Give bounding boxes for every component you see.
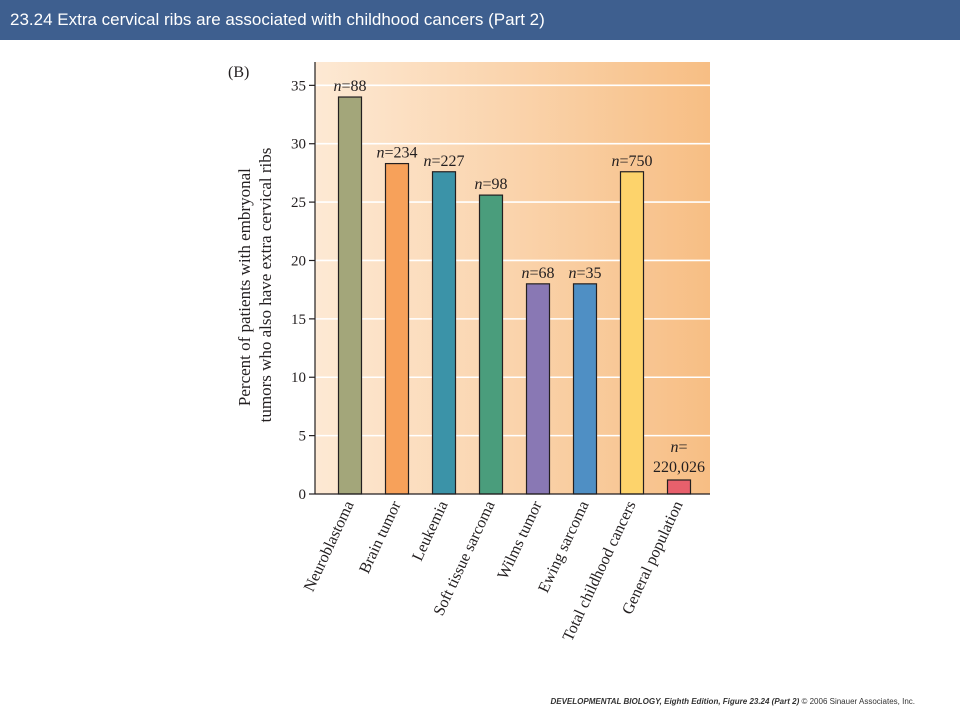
n-label: n=35 xyxy=(568,265,601,282)
category-label: Brain tumor xyxy=(356,498,405,576)
copyright: © 2006 Sinauer Associates, Inc. xyxy=(801,697,915,706)
bar xyxy=(431,171,457,495)
y-tick-label: 30 xyxy=(291,137,306,153)
n-value: =750 xyxy=(619,153,652,170)
y-ticks: 0 5 10 15 20 25 30 35 xyxy=(291,78,315,503)
n-symbol: n xyxy=(474,176,482,193)
n-label: n=234 xyxy=(376,145,417,162)
n-value: = xyxy=(678,439,687,456)
y-tick-label: 5 xyxy=(299,429,307,445)
y-tick-label: 25 xyxy=(291,195,306,211)
n-symbol: n xyxy=(611,153,619,170)
y-tick-label: 10 xyxy=(291,370,306,386)
n-symbol: n xyxy=(521,265,529,282)
n-label: n= xyxy=(670,439,687,456)
gridlines xyxy=(315,84,710,437)
category-label: Ewing sarcoma xyxy=(535,499,592,596)
n-symbol: n xyxy=(333,78,341,95)
bars xyxy=(337,96,692,495)
n-value: =68 xyxy=(529,265,554,282)
n-value: =234 xyxy=(384,145,417,162)
y-axis-label: Percent of patients with embryonal tumor… xyxy=(235,148,275,423)
y-tick-label: 20 xyxy=(291,253,306,269)
bar xyxy=(337,96,363,495)
n-value: =88 xyxy=(341,78,366,95)
bar xyxy=(666,479,692,495)
n-label: n=68 xyxy=(521,265,554,282)
bar xyxy=(384,162,410,495)
n-label: n=227 xyxy=(423,153,464,170)
n-symbol: n xyxy=(376,145,384,162)
plot-background xyxy=(315,62,710,494)
n-symbol: n xyxy=(568,265,576,282)
bar xyxy=(478,194,504,495)
category-label: Wilms tumor xyxy=(495,498,546,582)
n-label: n=98 xyxy=(474,176,507,193)
y-tick-label: 15 xyxy=(291,312,306,328)
panel-label: (B) xyxy=(228,64,249,81)
n-label: n=88 xyxy=(333,78,366,95)
n-symbol: n xyxy=(670,439,678,456)
n-value: =35 xyxy=(576,265,601,282)
n-value: =98 xyxy=(482,176,507,193)
bar xyxy=(619,171,645,495)
slide-title: 23.24 Extra cervical ribs are associated… xyxy=(0,0,960,40)
y-axis-label-line-1: Percent of patients with embryonal xyxy=(235,168,254,406)
book-credit: DEVELOPMENTAL BIOLOGY, Eighth Edition, F… xyxy=(550,697,800,706)
figure-credit: DEVELOPMENTAL BIOLOGY, Eighth Edition, F… xyxy=(550,697,915,706)
bar xyxy=(572,283,598,495)
y-tick-label: 0 xyxy=(299,487,307,503)
bar xyxy=(525,283,551,495)
category-label: Neuroblastoma xyxy=(301,499,358,595)
n-label-line-2: 220,026 xyxy=(653,459,705,476)
n-value: =227 xyxy=(431,153,464,170)
category-label: Leukemia xyxy=(409,499,451,564)
n-label: n=750 xyxy=(611,153,652,170)
y-tick-label: 35 xyxy=(291,78,306,94)
n-symbol: n xyxy=(423,153,431,170)
y-axis-label-line-2: tumors who also have extra cervical ribs xyxy=(256,148,275,423)
